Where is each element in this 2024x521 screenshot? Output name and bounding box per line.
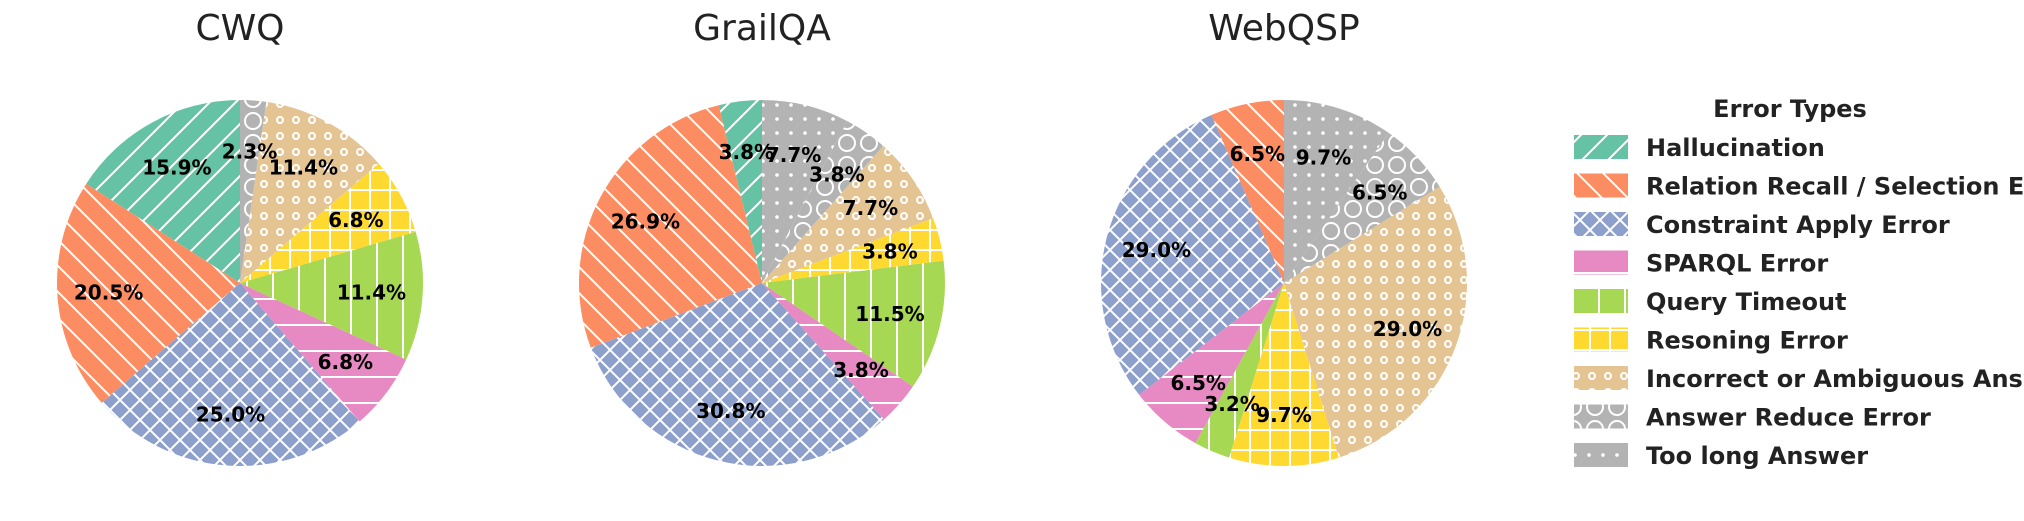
legend-label-constraint-apply-error: Constraint Apply Error (1646, 211, 1950, 239)
slice-label-resoning-error: 3.8% (862, 239, 917, 263)
slice-label-relation-recall-selection-error: 20.5% (74, 280, 143, 304)
slice-label-incorrect-or-ambiguous-answer: 7.7% (843, 196, 898, 220)
slice-label-query-timeout: 3.2% (1204, 392, 1259, 416)
legend-label-relation-recall-selection-error: Relation Recall / Selection Error (1646, 173, 2024, 201)
pie-slices-webqsp: 6.5%29.0%6.5%3.2%9.7%29.0%6.5%9.7% (1100, 100, 1468, 467)
slice-label-constraint-apply-error: 30.8% (696, 399, 765, 423)
legend-item-sparql-error: SPARQL Error (1574, 250, 1828, 278)
pie-slice-relation-recall-selection-error (57, 183, 240, 403)
slice-label-hallucination: 15.9% (142, 155, 211, 179)
legend-item-constraint-apply-error: Constraint Apply Error (1574, 211, 1950, 239)
legend-item-too-long-answer: Too long Answer (1574, 442, 1868, 470)
legend-swatch-resoning-error (1574, 327, 1628, 352)
slice-label-sparql-error: 6.8% (318, 350, 373, 374)
legend-items: Hallucination Relation Recall / Selection… (1574, 134, 2024, 470)
slice-label-resoning-error: 6.8% (328, 208, 383, 232)
pie-slice-incorrect-or-ambiguous-answer (240, 101, 379, 284)
legend-item-incorrect-or-ambiguous-answer: Incorrect or Ambiguous Answer (1574, 365, 2024, 393)
slice-label-hallucination: 3.8% (719, 140, 774, 164)
pie-chart-webqsp: WebQSP 6.5%29.0%6.5%3.2%9.7%29.0%6.5%9.7… (1100, 8, 1468, 467)
legend-label-answer-reduce-error: Answer Reduce Error (1646, 404, 1931, 432)
legend-item-resoning-error: Resoning Error (1574, 327, 1848, 355)
legend-swatch-relation-recall-selection-error (1574, 173, 1628, 198)
pie-slice-constraint-apply-error (1100, 115, 1284, 395)
chart-title-cwq: CWQ (195, 8, 284, 49)
legend-label-too-long-answer: Too long Answer (1646, 442, 1868, 470)
pie-slice-resoning-error (240, 163, 416, 283)
slice-label-too-long-answer: 9.7% (1296, 145, 1351, 169)
pie-slice-query-timeout (1195, 283, 1284, 458)
pie-slice-query-timeout (762, 260, 945, 387)
slice-label-sparql-error: 3.8% (833, 358, 888, 382)
pie-slice-hallucination (718, 100, 762, 283)
pie-slice-too-long-answer (1284, 100, 1389, 283)
legend-label-sparql-error: SPARQL Error (1646, 250, 1828, 278)
slice-label-constraint-apply-error: 25.0% (196, 402, 265, 426)
legend-label-incorrect-or-ambiguous-answer: Incorrect or Ambiguous Answer (1646, 365, 2024, 393)
slice-label-query-timeout: 11.4% (337, 281, 406, 305)
legend-label-resoning-error: Resoning Error (1646, 327, 1848, 355)
pie-slice-hallucination (86, 100, 241, 283)
pie-slice-relation-recall-selection-error (1211, 100, 1284, 283)
legend-item-answer-reduce-error: Answer Reduce Error (1574, 404, 1931, 432)
slice-label-query-timeout: 11.5% (855, 302, 924, 326)
legend-swatch-too-long-answer (1574, 443, 1628, 467)
pie-chart-grailqa: GrailQA 3.8%26.9%30.8%3.8%11.5%3.8%7.7%3… (578, 8, 945, 467)
legend-label-query-timeout: Query Timeout (1646, 288, 1847, 316)
legend-swatch-answer-reduce-error (1574, 404, 1628, 429)
pie-chart-cwq: CWQ 15.9%20.5%25.0%6.8%11.4%6.8%11.4%2.3… (57, 8, 423, 466)
pie-slice-sparql-error (240, 283, 407, 422)
pie-slice-answer-reduce-error (762, 121, 884, 283)
legend-swatch-hallucination (1574, 135, 1628, 159)
slice-label-answer-reduce-error: 6.5% (1352, 180, 1407, 204)
slice-label-resoning-error: 9.7% (1256, 403, 1311, 427)
slice-label-incorrect-or-ambiguous-answer: 11.4% (269, 156, 338, 180)
pie-slice-constraint-apply-error (101, 283, 360, 466)
legend-title: Error Types (1713, 95, 1867, 123)
chart-title-webqsp: WebQSP (1208, 8, 1359, 49)
legend-swatch-constraint-apply-error (1574, 212, 1628, 236)
pie-slice-answer-reduce-error (1284, 132, 1440, 283)
slice-label-answer-reduce-error: 2.3% (222, 140, 277, 164)
pie-slice-sparql-error (1139, 283, 1284, 444)
legend-label-hallucination: Hallucination (1646, 134, 1825, 162)
pie-slice-relation-recall-selection-error (578, 105, 762, 348)
slice-label-relation-recall-selection-error: 26.9% (611, 210, 680, 234)
pie-slice-sparql-error (762, 283, 913, 420)
pie-slice-too-long-answer (762, 100, 848, 283)
legend-swatch-incorrect-or-ambiguous-answer (1574, 366, 1628, 390)
pie-slice-resoning-error (1229, 283, 1339, 467)
legend-swatch-sparql-error (1574, 250, 1628, 275)
pie-slice-answer-reduce-error (240, 100, 267, 283)
pie-slices-grailqa: 3.8%26.9%30.8%3.8%11.5%3.8%7.7%3.8%7.7% (578, 100, 945, 467)
pie-slice-incorrect-or-ambiguous-answer (762, 145, 934, 283)
slice-label-constraint-apply-error: 29.0% (1122, 238, 1191, 262)
pie-slice-incorrect-or-ambiguous-answer (1284, 186, 1468, 458)
legend-item-query-timeout: Query Timeout (1574, 288, 1847, 316)
slice-label-sparql-error: 6.5% (1170, 371, 1225, 395)
slice-label-incorrect-or-ambiguous-answer: 29.0% (1373, 317, 1442, 341)
slice-label-answer-reduce-error: 3.8% (809, 163, 864, 187)
pie-slice-resoning-error (762, 218, 944, 283)
slice-label-relation-recall-selection-error: 6.5% (1230, 142, 1285, 166)
legend-swatch-query-timeout (1574, 289, 1628, 313)
legend-item-relation-recall-selection-error: Relation Recall / Selection Error (1574, 173, 2024, 201)
slice-label-too-long-answer: 7.7% (766, 143, 821, 167)
legend: Error Types Hallucination Relation Recall… (1574, 95, 2024, 470)
pie-slices-cwq: 15.9%20.5%25.0%6.8%11.4%6.8%11.4%2.3% (57, 100, 423, 466)
pie-slice-constraint-apply-error (590, 283, 885, 467)
pie-slice-query-timeout (240, 231, 423, 360)
legend-item-hallucination: Hallucination (1574, 134, 1825, 162)
chart-title-grailqa: GrailQA (693, 8, 831, 49)
